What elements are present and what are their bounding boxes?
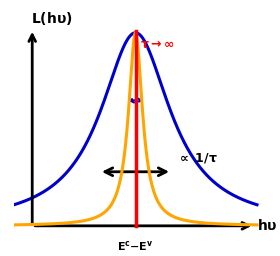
Text: $\mathbf{\propto\ 1/\tau}$: $\mathbf{\propto\ 1/\tau}$ bbox=[177, 151, 218, 165]
Text: $\mathbf{\tau \rightarrow \infty}$: $\mathbf{\tau \rightarrow \infty}$ bbox=[140, 38, 175, 51]
Text: $\mathbf{E^c{-}E^v}$: $\mathbf{E^c{-}E^v}$ bbox=[117, 239, 154, 253]
Text: $\mathbf{L(h\upsilon)}$: $\mathbf{L(h\upsilon)}$ bbox=[31, 10, 73, 27]
Text: $\mathbf{h\upsilon}$: $\mathbf{h\upsilon}$ bbox=[257, 218, 278, 233]
